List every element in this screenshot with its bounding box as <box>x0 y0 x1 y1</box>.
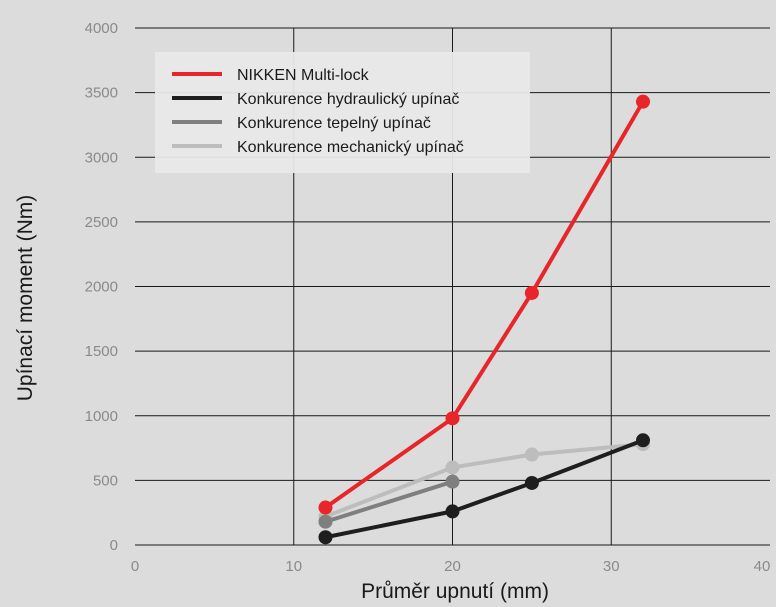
data-point <box>636 433 650 448</box>
y-tick-label: 500 <box>93 472 118 489</box>
data-point <box>445 411 460 426</box>
data-point <box>524 447 539 462</box>
legend-label: Konkurence tepelný upínač <box>237 115 431 132</box>
data-point <box>318 514 333 529</box>
data-point <box>318 500 333 515</box>
x-tick-label: 20 <box>444 558 461 575</box>
data-point <box>636 94 650 109</box>
data-point <box>524 475 539 490</box>
y-tick-label: 3000 <box>85 149 118 166</box>
legend-label: NIKKEN Multi-lock <box>237 67 370 84</box>
x-tick-label: 0 <box>131 558 139 575</box>
y-tick-label: 4000 <box>85 20 118 37</box>
data-point <box>524 285 539 300</box>
legend-label: Konkurence mechanický upínač <box>237 139 464 156</box>
y-tick-label: 2500 <box>85 214 118 231</box>
y-tick-label: 1500 <box>85 343 118 360</box>
y-tick-label: 3500 <box>85 85 118 102</box>
x-axis-label: Průměr upnutí (mm) <box>361 580 549 603</box>
data-point <box>318 530 333 545</box>
y-tick-label: 0 <box>110 537 118 554</box>
y-tick-label: 2000 <box>85 279 118 296</box>
legend-label: Konkurence hydraulický upínač <box>237 91 459 108</box>
y-tick-label: 1000 <box>85 408 118 425</box>
x-tick-label: 30 <box>603 558 620 575</box>
data-point <box>445 504 460 519</box>
series-group <box>318 94 650 545</box>
legend: NIKKEN Multi-lock Konkurence hydraulický … <box>155 52 530 173</box>
data-point <box>445 474 460 489</box>
x-tick-label: 10 <box>285 558 302 575</box>
y-axis-label: Upínací moment (Nm) <box>14 195 37 402</box>
x-tick-label: 40 <box>754 558 771 575</box>
tick-labels: 0 500 1000 1500 2000 2500 3000 3500 4000 0 10 20 30 4… <box>85 20 771 575</box>
series-line <box>323 442 645 519</box>
data-point <box>445 460 460 475</box>
series-line <box>323 479 455 524</box>
series-line <box>323 99 645 510</box>
series-line <box>323 438 645 540</box>
